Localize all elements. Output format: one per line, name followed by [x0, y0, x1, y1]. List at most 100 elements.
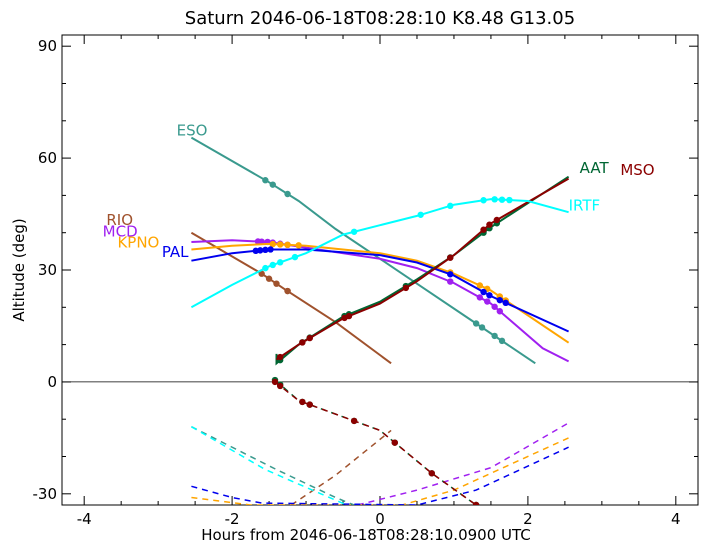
series-kpno-below-line	[191, 437, 569, 505]
series-pal-point	[256, 247, 264, 254]
series-pal	[191, 246, 570, 505]
series-mcd	[191, 238, 570, 505]
series-rio-point	[284, 287, 291, 295]
x-tick-label: -4	[77, 510, 92, 528]
series-kpno-point	[276, 241, 284, 248]
series-kpno	[191, 240, 570, 505]
series-mso-point	[299, 339, 306, 346]
series-pal-point	[267, 246, 274, 253]
series-mso-point	[276, 353, 284, 361]
series-kpno-point	[476, 282, 484, 289]
series-mso-point	[493, 216, 501, 224]
series-mso-below-point	[299, 398, 306, 406]
label-kpno: KPNO	[117, 234, 159, 252]
label-mcd: MCD	[103, 222, 138, 240]
series-irtf-below-line	[191, 426, 347, 505]
plot-frame	[61, 34, 699, 506]
series-mso-below-line	[274, 381, 477, 505]
series-mcd-point	[491, 303, 498, 310]
label-rio: RIO	[106, 211, 133, 229]
x-axis-title: Hours from 2046-06-18T08:28:10.0900 UTC	[201, 526, 531, 544]
series-rio-line	[190, 231, 392, 365]
chart-title: Saturn 2046-06-18T08:28:10 K8.48 G13.05	[185, 8, 575, 29]
series-mso-point	[345, 312, 353, 320]
y-tick-label: 0	[47, 373, 57, 391]
series-mso-point	[486, 221, 493, 228]
y-tick-label: -30	[33, 485, 58, 503]
series-eso-below-line	[191, 426, 355, 505]
y-tick-label: 30	[38, 261, 57, 279]
y-tick-label: 60	[38, 149, 57, 167]
series-layer	[190, 136, 570, 505]
series-pal-point	[502, 299, 509, 307]
series-eso-point	[262, 177, 269, 184]
series-mcd-below-line	[357, 422, 569, 505]
series-irtf-point	[417, 211, 424, 218]
label-eso: ESO	[177, 122, 208, 140]
series-eso-point	[269, 181, 276, 188]
y-tick-label: 90	[38, 37, 57, 55]
series-irtf-point	[269, 261, 276, 269]
series-pal-below-line	[191, 446, 569, 505]
series-pal-line	[191, 248, 570, 333]
series-mcd-line	[191, 239, 570, 363]
series-rio-point	[273, 280, 280, 287]
series-eso-point	[472, 320, 480, 327]
series-mso-below-point	[391, 439, 398, 446]
label-pal: PAL	[162, 243, 189, 261]
label-irtf: IRTF	[569, 196, 601, 214]
series-eso-point	[491, 332, 498, 340]
series-irtf-point	[350, 228, 358, 235]
series-mso-point	[306, 334, 313, 342]
series-aat-line	[275, 175, 570, 366]
label-mso: MSO	[620, 161, 654, 179]
series-pal-point	[262, 246, 269, 254]
series-kpno-point	[284, 241, 291, 249]
x-tick-label: 4	[671, 510, 681, 528]
series-mso	[271, 177, 570, 505]
series-eso-point	[478, 324, 486, 331]
series-pal-point	[447, 271, 454, 278]
series-irtf-point	[491, 196, 498, 203]
series-pal-point	[496, 296, 504, 304]
y-axis-ticks: -30 0 30 60 90	[33, 37, 698, 503]
series-kpno-point	[269, 240, 276, 248]
series-rio-point	[265, 275, 273, 282]
series-mso-below-point	[276, 382, 284, 390]
series-irtf-point	[447, 202, 454, 210]
series-eso	[190, 136, 536, 505]
series-mso-below-point	[271, 378, 279, 386]
series-rio	[190, 231, 392, 505]
series-mcd-point	[447, 278, 454, 285]
series-irtf-point	[506, 196, 513, 204]
series-irtf	[190, 196, 569, 505]
series-mso-point	[402, 284, 410, 292]
label-aat: AAT	[580, 159, 610, 177]
y-axis-title: Altitude (deg)	[10, 218, 28, 321]
series-irtf-point	[262, 264, 269, 272]
series-kpno-point	[295, 242, 302, 249]
series-eso-point	[498, 337, 506, 345]
series-mso-below-point	[472, 501, 480, 505]
series-aat-below-line	[274, 379, 477, 505]
x-axis-ticks: -4 -2 0 2 4	[77, 35, 681, 528]
series-mso-below-point	[350, 417, 358, 425]
series-mcd-point	[484, 298, 491, 305]
series-mso-below-point	[428, 470, 435, 477]
series-eso-point	[284, 190, 291, 198]
series-mcd-point	[496, 308, 504, 315]
series-pal-point	[480, 288, 487, 296]
series-mso-below-point	[306, 401, 313, 408]
series-mso-point	[447, 254, 454, 261]
series-pal-point	[486, 292, 493, 299]
series-irtf-point	[291, 253, 299, 261]
series-irtf-point	[480, 197, 487, 204]
series-irtf-point	[276, 259, 284, 266]
x-tick-label: 0	[375, 510, 385, 528]
x-tick-label: 2	[523, 510, 533, 528]
series-mso-point	[480, 226, 487, 233]
series-irtf-point	[498, 196, 506, 203]
series-mcd-point	[476, 294, 484, 301]
